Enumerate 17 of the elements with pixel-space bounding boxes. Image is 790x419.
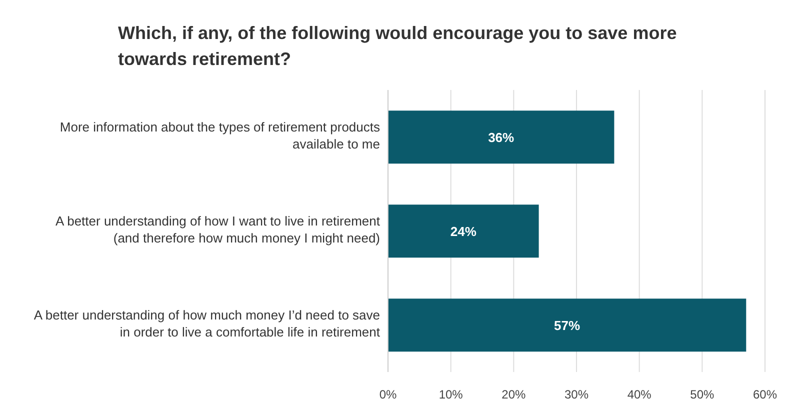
x-tick-label: 60% (752, 388, 778, 402)
y-tick-label: A better understanding of how much money I’d need to save in order to live a comfortable life in retirement (34, 308, 380, 340)
data-label: 24% (450, 224, 477, 239)
data-label: 36% (488, 130, 515, 145)
bar (388, 110, 614, 164)
bar (388, 204, 539, 258)
data-label: 57% (554, 318, 581, 333)
x-tick-label: 30% (564, 388, 589, 402)
bar (388, 298, 746, 352)
x-tick-label: 20% (502, 388, 526, 402)
x-tick-label: 50% (690, 388, 714, 402)
y-tick-label: More information about the types of retirement products available to me (60, 120, 380, 152)
x-tick-label: 40% (627, 388, 652, 402)
chart-title: Which, if any, of the following would encourage you to save more towards retirement? (118, 22, 678, 71)
x-tick-label: 10% (438, 388, 464, 402)
x-tick-label: 0% (379, 388, 397, 402)
y-tick-label: A better understanding of how I want to live in retirement (and therefore how much money I might need) (56, 214, 380, 246)
